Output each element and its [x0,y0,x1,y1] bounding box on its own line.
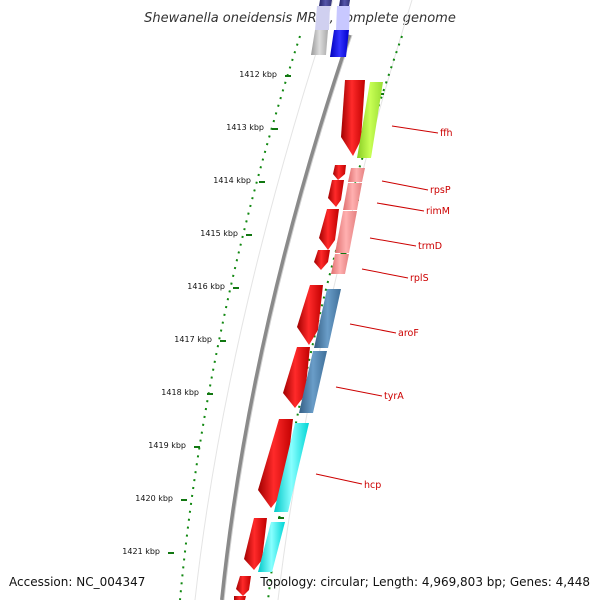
inner-guide-arc [194,0,334,600]
cds-track [234,80,365,600]
ruler-label: 1418 kbp [161,388,199,397]
cds-arrow-tyrA [283,347,310,408]
cat-hcp [274,423,309,512]
ruler: 1412 kbp 1413 kbp 1414 kbp 1415 kbp 1416 kbp… [122,70,384,572]
top-features [311,0,350,57]
cds-arrow-trmD [319,209,339,250]
gene-label-rplS: rplS [410,273,429,284]
ruler-label: 1413 kbp [226,123,264,132]
backbone-highlight [223,34,353,600]
cat-trmD [335,211,357,253]
summary-text: Topology: circular; Length: 4,969,803 bp… [259,575,590,589]
accession-text: Accession: NC_004347 [9,575,145,589]
gene-label-ffh: ffh [440,128,453,139]
cat-9 [258,522,285,572]
connector-rpsP [381,180,429,191]
feature-blue [336,6,350,30]
outer-tick-ring [267,35,403,600]
connector-rplS [361,268,409,279]
category-track [258,82,383,572]
cat-rplS [331,254,349,274]
ruler-label: 1420 kbp [135,494,173,503]
ruler-label: 1415 kbp [200,229,238,238]
cds-arrow-9 [244,518,267,570]
ruler-label: 1416 kbp [187,282,225,291]
connector-hcp [315,473,363,485]
gene-label-trmD: trmD [418,241,442,252]
connector-ffh [391,125,439,134]
gene-label-hcp: hcp [364,480,381,491]
connector-aroF [349,323,397,334]
map-title: Shewanella oneidensis MR-1, complete gen… [144,11,456,26]
ruler-label: 1421 kbp [122,547,160,556]
gene-label-rimM: rimM [426,206,450,217]
cat-rpsP [348,168,365,182]
cat-aroF [314,289,341,348]
inner-tick-ring [179,35,301,600]
cat-rimM [343,183,362,210]
feature-lavender [315,6,330,30]
cds-arrow-ffh [341,80,365,156]
feature-gray [311,30,328,55]
feature-navy-2 [339,0,350,6]
feature-blue-block [330,30,349,57]
cds-arrow-aroF [297,285,323,345]
connector-trmD [369,237,417,247]
gene-label-aroF: aroF [398,328,419,339]
connector-tyrA [335,386,383,397]
ruler-label: 1412 kbp [239,70,277,79]
gene-labels: ffh rpsP rimM trmD rplS aroF tyrA hcp [315,125,453,491]
connector-rimM [376,202,425,212]
gene-label-rpsP: rpsP [430,185,451,196]
cat-ffh [357,82,383,158]
cds-arrow-11 [234,596,246,600]
cds-arrow-rplS [314,250,330,270]
cds-arrow-10 [236,576,251,596]
ruler-label: 1419 kbp [148,441,186,450]
cds-arrow-rimM [328,180,344,207]
ruler-label: 1417 kbp [174,335,212,344]
cds-arrow-rpsP [333,165,346,180]
genome-backbone [220,34,352,600]
gene-label-tyrA: tyrA [384,391,404,402]
cat-tyrA [299,351,327,413]
feature-navy [319,0,332,6]
ruler-label: 1414 kbp [213,176,251,185]
